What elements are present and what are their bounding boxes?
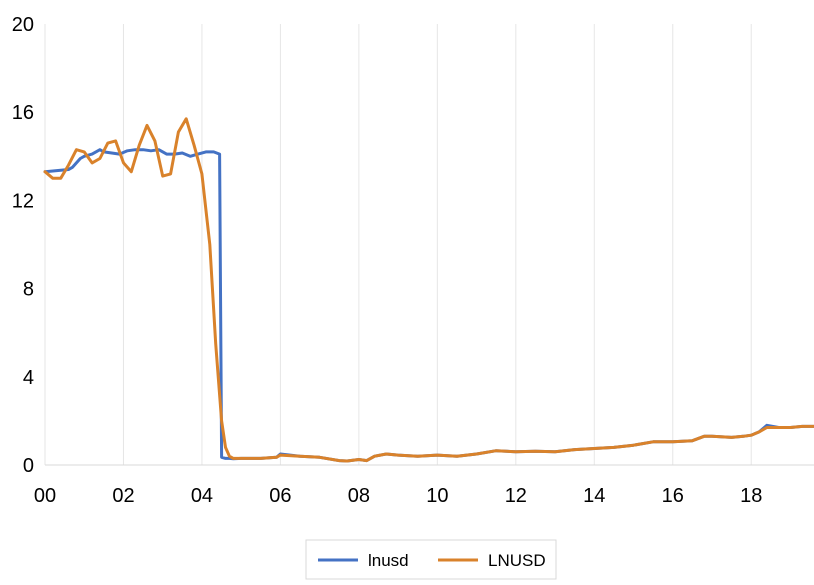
y-tick-label: 12	[12, 190, 34, 212]
y-tick-label: 8	[23, 279, 34, 301]
y-tick-labels: 0 4 8 12 16 20	[12, 14, 34, 477]
x-tick-labels: 00 02 04 06 08 10 12 14 16 18	[34, 485, 762, 507]
gridlines	[44, 24, 752, 465]
x-tick-label: 00	[34, 485, 56, 507]
legend: lnusd LNUSD	[305, 539, 557, 580]
legend-LNUSD-label: LNUSD	[488, 551, 546, 570]
y-tick-label: 16	[12, 102, 34, 124]
x-tick-label: 10	[426, 485, 448, 507]
x-tick-label: 06	[269, 485, 291, 507]
y-tick-label: 20	[12, 14, 34, 36]
x-tick-label: 04	[191, 485, 213, 507]
x-tick-label: 08	[348, 485, 370, 507]
legend-lnusd-label: lnusd	[368, 551, 409, 570]
x-tick-label: 12	[505, 485, 527, 507]
y-tick-label: 0	[23, 455, 34, 477]
x-tick-label: 16	[662, 485, 684, 507]
series-line-LNUSD	[43, 117, 814, 463]
series-lines	[43, 117, 814, 463]
x-tick-label: 14	[583, 485, 605, 507]
y-tick-label: 4	[23, 367, 34, 389]
x-tick-label: 18	[740, 485, 762, 507]
x-tick-label: 02	[112, 485, 134, 507]
series-line-lnusd	[43, 148, 814, 463]
